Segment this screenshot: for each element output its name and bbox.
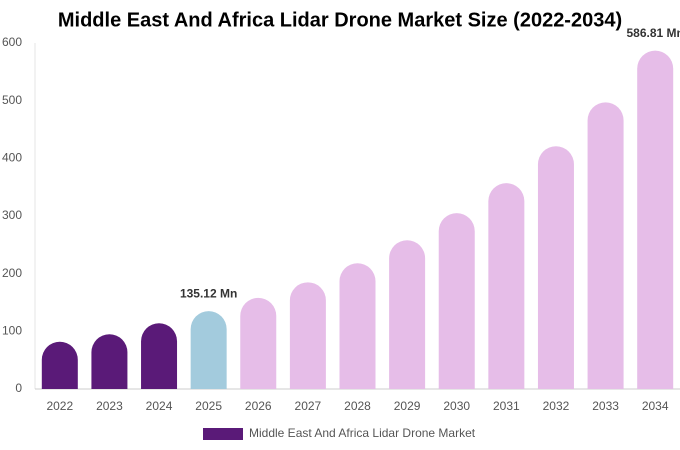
x-tick-label: 2034 — [642, 399, 669, 413]
x-tick-label: 2031 — [493, 399, 520, 413]
bar — [339, 263, 376, 389]
bar — [637, 50, 674, 389]
x-tick-label: 2027 — [295, 399, 322, 413]
bar — [240, 297, 277, 389]
x-tick-label: 2028 — [344, 399, 371, 413]
bar — [587, 102, 624, 390]
bar — [289, 282, 326, 389]
bar — [190, 311, 227, 389]
bar — [488, 183, 525, 389]
x-tick-label: 2025 — [195, 399, 222, 413]
y-tick-label: 400 — [2, 151, 22, 165]
x-tick-label: 2032 — [543, 399, 570, 413]
bar — [41, 341, 78, 389]
bar — [537, 146, 574, 389]
y-tick-label: 500 — [2, 93, 22, 107]
x-tick-label: 2029 — [394, 399, 421, 413]
bar — [141, 323, 178, 389]
bar — [438, 213, 475, 389]
bar — [91, 334, 128, 389]
y-tick-label: 100 — [2, 324, 22, 338]
x-tick-label: 2030 — [443, 399, 470, 413]
x-tick-label: 2022 — [46, 399, 73, 413]
x-tick-label: 2024 — [146, 399, 173, 413]
chart-title: Middle East And Africa Lidar Drone Marke… — [58, 9, 622, 31]
y-tick-label: 200 — [2, 266, 22, 280]
y-tick-label: 600 — [2, 35, 22, 49]
value-label: 586.81 Mn — [627, 26, 680, 40]
x-tick-label: 2023 — [96, 399, 123, 413]
y-tick-label: 0 — [15, 381, 22, 395]
value-label: 135.12 Mn — [180, 286, 237, 300]
bar — [389, 240, 426, 389]
y-tick-label: 300 — [2, 208, 22, 222]
x-tick-label: 2033 — [592, 399, 619, 413]
x-tick-label: 2026 — [245, 399, 272, 413]
legend-label: Middle East And Africa Lidar Drone Marke… — [249, 426, 476, 440]
legend-swatch — [203, 428, 243, 440]
